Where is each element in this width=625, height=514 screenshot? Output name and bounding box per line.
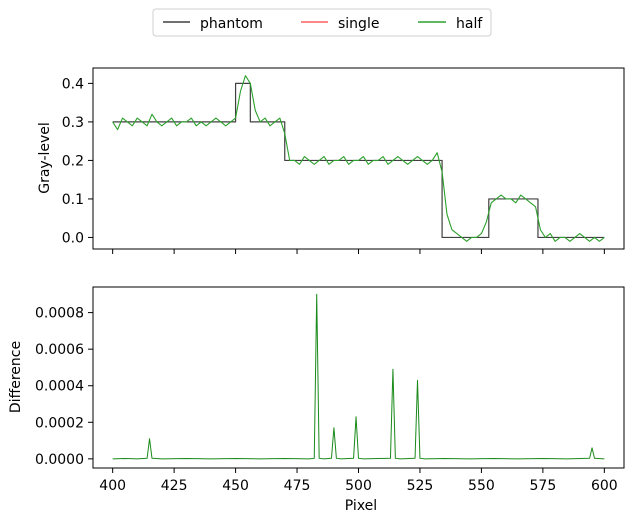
difference-y-tick-label: 0.0004	[35, 379, 84, 395]
difference-axes-frame	[92, 286, 625, 469]
legend-half-label: half	[456, 16, 483, 32]
difference-x-tick-label: 450	[222, 478, 249, 494]
difference-y-tick-label: 0.0008	[35, 306, 84, 322]
difference-y-ticks: 0.0000 0.0002 0.0004 0.0006 0.0008	[35, 306, 93, 468]
difference-x-label: Pixel	[345, 498, 377, 514]
difference-series	[112, 293, 605, 460]
difference-x-tick-label: 600	[591, 478, 618, 494]
gray-level-y-label: Gray-level	[37, 122, 53, 194]
difference-x-tick-label: 525	[407, 478, 434, 494]
gray-level-y-tick-label: 0.4	[62, 76, 84, 92]
gray-level-y-tick-label: 0.1	[62, 192, 84, 208]
legend-single-label: single	[338, 16, 379, 32]
difference-panel: 0.0000 0.0002 0.0004 0.0006 0.0008 400 425 450…	[8, 286, 625, 514]
difference-x-tick-label: 550	[468, 478, 495, 494]
difference-y-label: Difference	[8, 341, 24, 413]
difference-x-tick-label: 400	[99, 478, 126, 494]
difference-line	[112, 293, 605, 460]
gray-level-x-ticks	[112, 249, 605, 254]
gray-level-axes-frame	[92, 67, 625, 250]
gray-level-y-tick-label: 0.0	[62, 230, 84, 246]
difference-x-tick-label: 500	[345, 478, 372, 494]
phantom-line	[112, 82, 605, 239]
difference-x-ticks: 400 425 450 475 500 525 550 575 600	[99, 468, 618, 494]
gray-level-y-ticks: 0.0 0.1 0.2 0.3 0.4	[62, 76, 93, 246]
legend-phantom-label: phantom	[200, 16, 263, 32]
difference-x-tick-label: 475	[284, 478, 311, 494]
difference-x-tick-label: 425	[161, 478, 188, 494]
difference-y-tick-label: 0.0000	[35, 452, 84, 468]
gray-level-y-tick-label: 0.3	[62, 115, 84, 131]
gray-level-y-tick-label: 0.2	[62, 153, 84, 169]
legend: phantom single half	[152, 8, 492, 37]
gray-level-panel: 0.0 0.1 0.2 0.3 0.4 Gray-level	[37, 67, 625, 254]
gray-level-series	[112, 75, 605, 242]
half-line	[112, 75, 605, 242]
difference-y-tick-label: 0.0006	[35, 342, 84, 358]
difference-x-tick-label: 575	[530, 478, 557, 494]
difference-y-tick-label: 0.0002	[35, 415, 84, 431]
